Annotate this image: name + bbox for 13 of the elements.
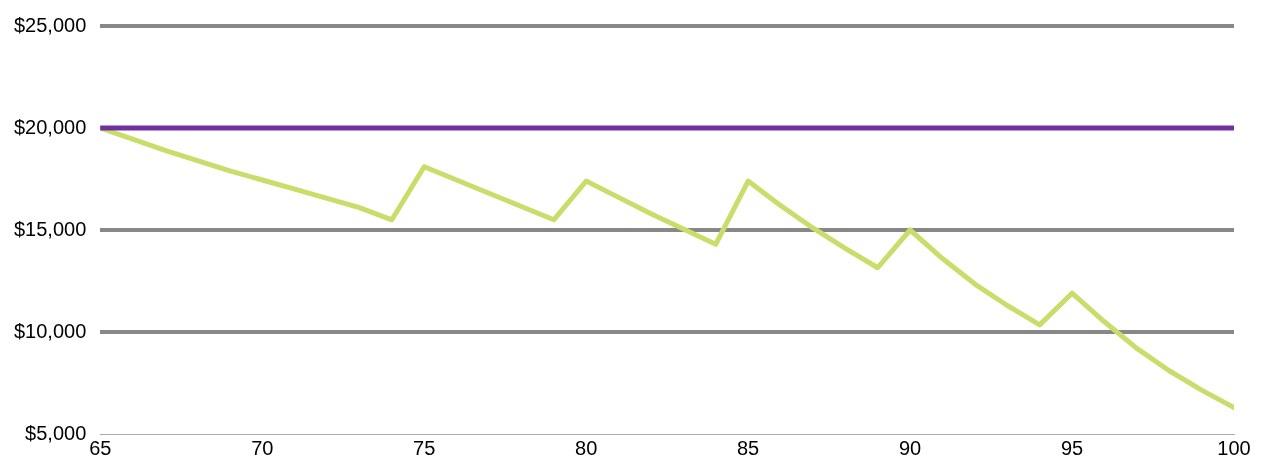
x-tick-label: 95	[1060, 436, 1084, 459]
y-tick-label: $25,000	[14, 13, 87, 36]
x-tick-label: 75	[413, 436, 436, 459]
x-tick-label: 70	[251, 436, 274, 459]
y-tick-label: $5,000	[25, 421, 87, 444]
y-tick-label: $20,000	[14, 115, 87, 138]
x-tick-label: 65	[89, 436, 112, 459]
x-tick-label: 80	[575, 436, 598, 459]
y-tick-label: $15,000	[14, 217, 87, 240]
y-tick-label: $10,000	[14, 319, 87, 342]
x-tick-label: 90	[898, 436, 922, 459]
x-tick-label: 100	[1217, 436, 1251, 459]
x-tick-label: 85	[737, 436, 760, 459]
